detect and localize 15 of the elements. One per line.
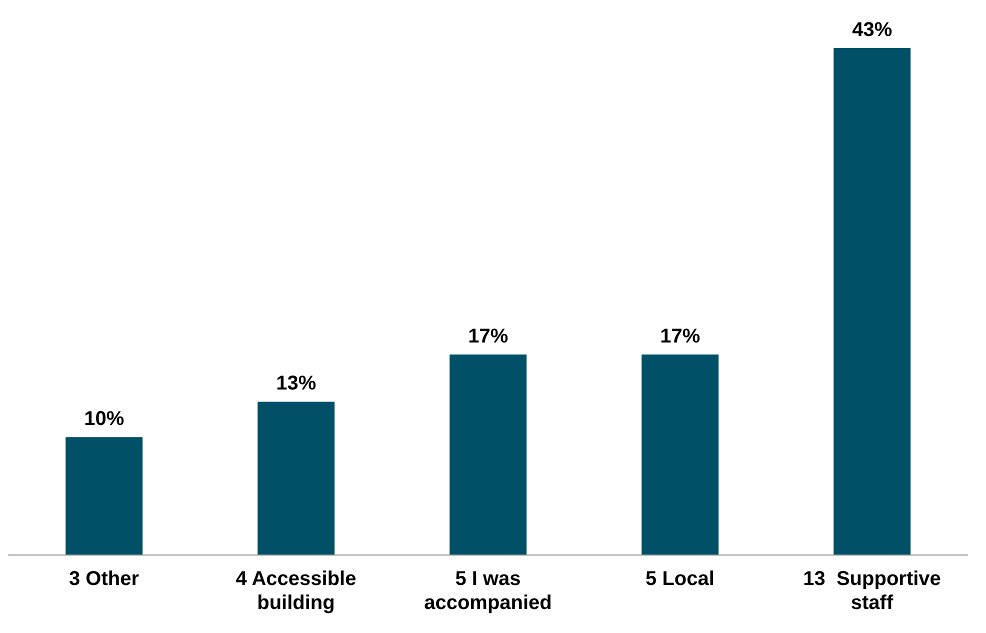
data-label: 43% [852, 19, 892, 41]
x-tick-label: 13 Supportive staff [803, 568, 941, 614]
x-tick-label: 4 Accessible building [236, 568, 356, 614]
data-label: 17% [660, 326, 700, 348]
bar [258, 402, 335, 555]
data-label: 10% [84, 408, 124, 430]
data-label: 17% [468, 326, 508, 348]
x-tick-label: 5 Local [646, 568, 714, 590]
bar [834, 48, 911, 555]
bar [450, 354, 527, 555]
x-tick-label: 3 Other [68, 568, 140, 590]
x-tick-label: 5 I was accompanied [424, 568, 552, 614]
bar [642, 354, 719, 555]
data-label: 13% [276, 372, 316, 395]
bar [66, 437, 143, 555]
